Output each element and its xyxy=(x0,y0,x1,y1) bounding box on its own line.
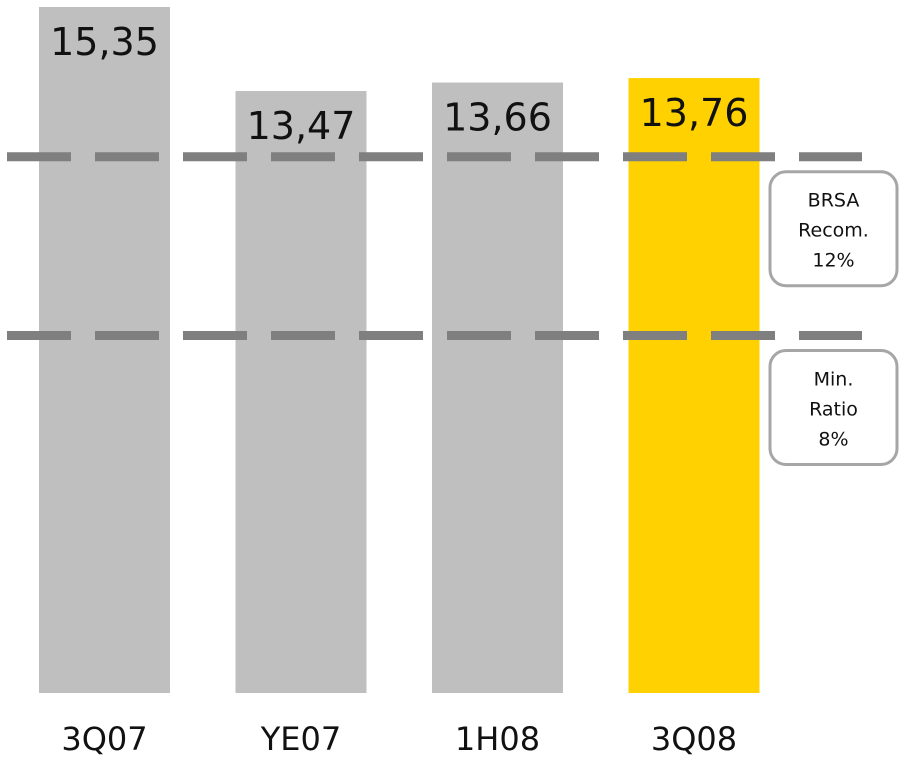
category-label-3q07: 3Q07 xyxy=(61,720,147,757)
bars-layer xyxy=(39,7,760,693)
callout-box-12 xyxy=(768,170,899,288)
reference-lines-layer xyxy=(7,152,862,340)
data-label-3q07: 15,35 xyxy=(50,20,159,64)
bar-ye07 xyxy=(235,91,367,693)
callout-text-8-2: 8% xyxy=(818,428,848,450)
data-label-3q08: 13,76 xyxy=(640,91,749,135)
bar-3q07 xyxy=(39,7,170,693)
callouts-layer: BRSA Recom. 12% Min. Ratio 8% xyxy=(768,170,899,466)
bar-1h08 xyxy=(432,82,563,693)
callout-text-12-2: 12% xyxy=(812,250,854,272)
callout-text-8-1: Ratio xyxy=(809,398,858,420)
category-label-ye07: YE07 xyxy=(260,720,341,757)
category-label-3q08: 3Q08 xyxy=(651,720,737,757)
callout-box-8 xyxy=(768,348,899,466)
category-label-1h08: 1H08 xyxy=(455,720,540,757)
labels-layer: 15,35 3Q07 13,47 YE07 13,66 1H08 13,76 3Q08 xyxy=(50,20,749,758)
data-label-1h08: 13,66 xyxy=(443,96,552,140)
data-label-ye07: 13,47 xyxy=(247,104,356,148)
callout-text-8-0: Min. xyxy=(814,368,854,390)
callout-text-12-0: BRSA xyxy=(808,190,860,212)
bar-3q08 xyxy=(628,78,760,693)
callout-text-12-1: Recom. xyxy=(798,220,869,242)
